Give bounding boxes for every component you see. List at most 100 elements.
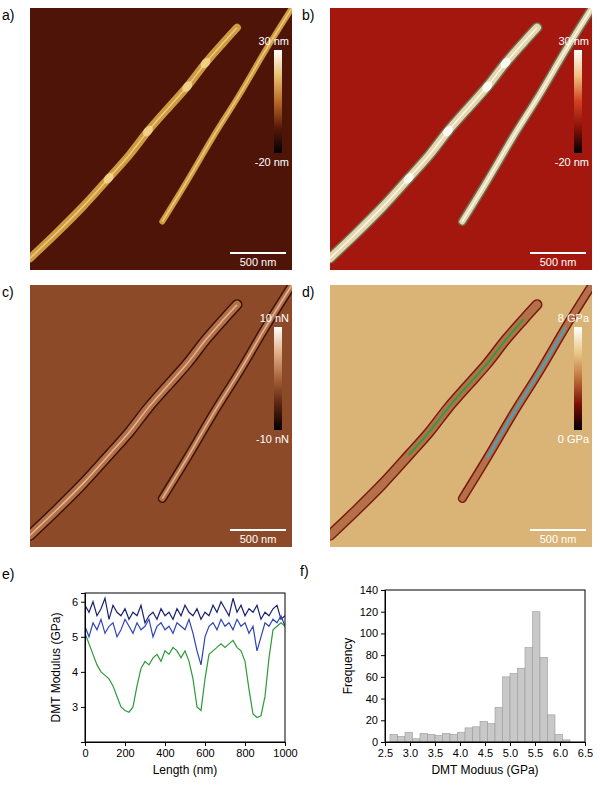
tick-label: 2.5 [378, 747, 393, 759]
histogram-bar [435, 735, 443, 742]
tick: 6.0 [553, 742, 568, 759]
colorbar-label: -20 nm [555, 156, 589, 168]
tick-mark [381, 699, 385, 700]
tick: 2.5 [378, 742, 393, 759]
colorbar [274, 327, 282, 430]
colorbar [274, 50, 282, 153]
afm-image [330, 8, 592, 270]
tick: 40 [366, 693, 385, 705]
tick-mark [381, 633, 385, 634]
x-axis-title: Length (nm) [153, 763, 218, 777]
fiber-edge [462, 8, 592, 222]
fiber [462, 8, 592, 222]
histogram-bar [405, 732, 413, 742]
scale-bar [530, 529, 586, 531]
tick: 6 [72, 596, 85, 608]
tick-mark [510, 742, 511, 746]
colorbar [574, 327, 582, 430]
tick-mark [485, 742, 486, 746]
histogram-bar [420, 733, 428, 742]
afm-image [330, 285, 592, 547]
tick-mark [125, 742, 126, 746]
y-axis-title: DMT Modulus (GPa) [49, 613, 63, 723]
plot-area [390, 612, 570, 742]
fiber-highlight [462, 8, 592, 222]
chart: 2.53.03.54.04.55.05.56.06.50204060801001… [300, 563, 593, 777]
chart: 020040060080010003456Length (nm)DMT Modu… [2, 566, 298, 777]
tick-label: 0 [82, 747, 88, 759]
histogram-bar [450, 734, 458, 742]
plot-frame [385, 590, 585, 742]
axis-line [381, 591, 386, 743]
tick-label: 0 [372, 736, 378, 748]
tick-label: 40 [366, 693, 378, 705]
fiber-bump [199, 56, 213, 70]
profile-line [409, 319, 524, 455]
fiber [30, 28, 237, 259]
tick: 20 [366, 714, 385, 726]
tick-label: 1000 [273, 747, 297, 759]
tick-mark [410, 742, 411, 746]
tick-label: 140 [360, 584, 378, 596]
histogram-bar [518, 668, 526, 742]
histogram-bar [488, 724, 496, 742]
histogram-bar [548, 715, 556, 742]
tick-label: 3.0 [403, 747, 418, 759]
axis-line [86, 743, 286, 747]
scale-bar-label: 500 nm [240, 533, 277, 545]
histogram-bar [458, 732, 466, 742]
tick: 5 [72, 631, 85, 643]
scale-bar-label: 500 nm [540, 256, 577, 268]
scale-bar-label: 500 nm [540, 533, 577, 545]
scale-bar [230, 529, 286, 531]
tick: 3.0 [403, 742, 418, 759]
tick: 4.0 [453, 742, 468, 759]
tick-label: 5.0 [503, 747, 518, 759]
histogram-bar [390, 734, 398, 742]
fiber-highlight [162, 285, 292, 499]
tick-label: 3 [72, 701, 78, 713]
colorbar-label: 0 GPa [558, 433, 590, 445]
tick: 5.5 [528, 742, 543, 759]
tick-mark [435, 742, 436, 746]
tick: 6.5 [578, 742, 593, 759]
afm-image [30, 8, 292, 270]
tick-label: 5.5 [528, 747, 543, 759]
tick-mark [81, 602, 85, 603]
colorbar-label: 8 GPa [558, 312, 590, 324]
panel-label: b) [302, 7, 314, 23]
histogram-bar [480, 721, 488, 742]
tick-label: 100 [360, 627, 378, 639]
tick: 200 [116, 742, 134, 759]
tick-label: 200 [116, 747, 134, 759]
fiber-highlight [30, 28, 237, 259]
tick-label: 4.0 [453, 747, 468, 759]
scale-bar-label: 500 nm [240, 256, 277, 268]
panel-label: d) [302, 284, 314, 300]
tick-label: 5 [72, 631, 78, 643]
afm-panel: 30 nm-20 nm500 nm [30, 8, 292, 270]
tick-label: 6.0 [553, 747, 568, 759]
tick-mark [81, 637, 85, 638]
fiber-bump [141, 124, 155, 138]
histogram-bar [503, 677, 511, 742]
panel-label: f) [300, 563, 309, 579]
tick-mark [381, 720, 385, 721]
tick: 60 [366, 671, 385, 683]
tick-mark [205, 742, 206, 746]
afm-panel: 8 GPa 0 GPa 500 nm [330, 285, 592, 547]
image-background [30, 8, 292, 270]
tick-mark [81, 707, 85, 708]
tick: 4.5 [478, 742, 493, 759]
y-axis: 020406080100120140 [360, 584, 386, 748]
tick-label: 400 [156, 747, 174, 759]
afm-panel: 10 nN-10 nN500 nm [30, 285, 292, 547]
x-axis-title: DMT Moduus (GPa) [431, 763, 538, 777]
tick: 1000 [273, 742, 297, 759]
tick-label: 800 [236, 747, 254, 759]
tick: 400 [156, 742, 174, 759]
tick-mark [381, 677, 385, 678]
fiber-edge [162, 285, 292, 499]
line-series [85, 623, 285, 718]
axis-line [81, 594, 86, 743]
